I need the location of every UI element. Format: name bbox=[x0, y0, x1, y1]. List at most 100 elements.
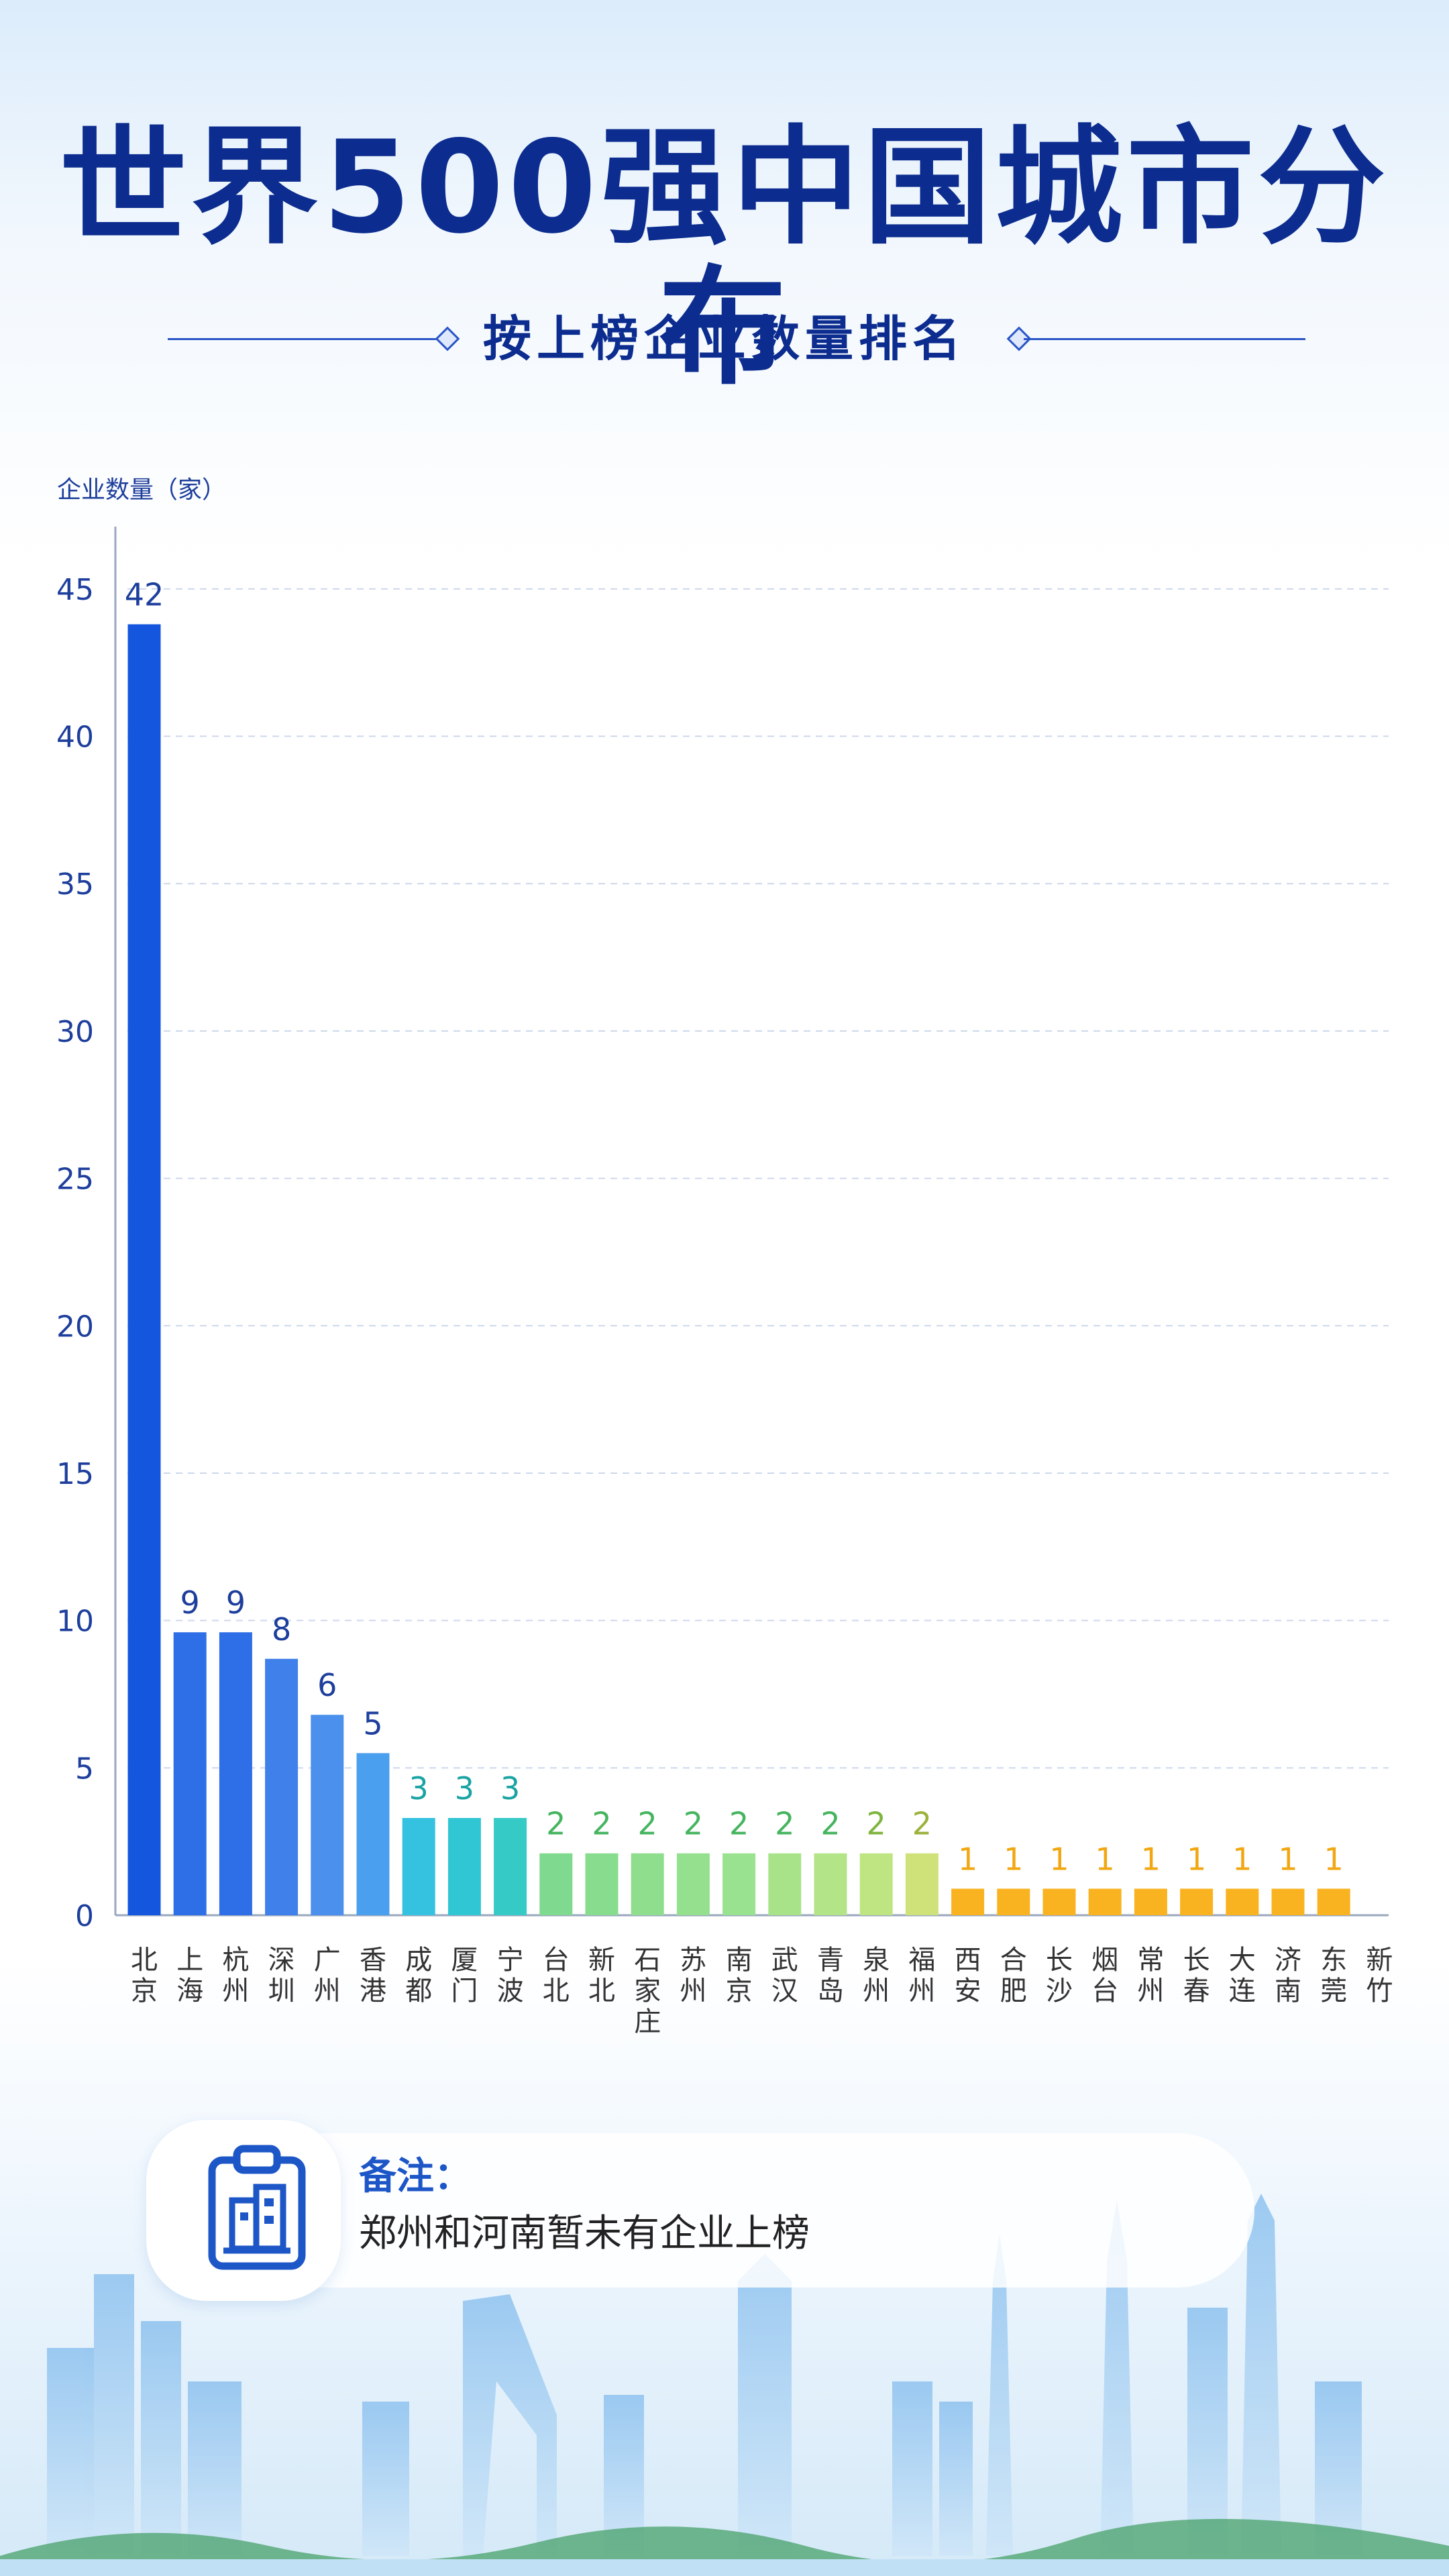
data-label: 2 bbox=[912, 1806, 932, 1842]
x-tick-label: 西安 bbox=[955, 1945, 981, 2006]
x-tick-label: 广州 bbox=[314, 1945, 341, 2006]
bar bbox=[402, 1818, 435, 1915]
y-tick-label: 45 bbox=[56, 573, 94, 607]
y-tick-label: 20 bbox=[56, 1309, 94, 1344]
data-label: 2 bbox=[546, 1806, 566, 1842]
x-tick-label: 东莞 bbox=[1320, 1945, 1347, 2006]
bar bbox=[265, 1658, 299, 1915]
data-label: 1 bbox=[958, 1841, 977, 1877]
bar bbox=[905, 1853, 938, 1915]
bar bbox=[1134, 1888, 1167, 1915]
bar bbox=[127, 624, 161, 1916]
bar bbox=[814, 1853, 847, 1915]
bar bbox=[1042, 1888, 1076, 1915]
y-tick-label: 15 bbox=[56, 1457, 94, 1491]
city-skyline-illustration bbox=[0, 2194, 1449, 2576]
bar bbox=[722, 1853, 756, 1915]
note-title: 备注： bbox=[359, 2155, 472, 2198]
data-label: 5 bbox=[363, 1705, 382, 1741]
data-label: 2 bbox=[592, 1806, 611, 1842]
x-tick-label: 泉州 bbox=[863, 1945, 890, 2006]
chart-subtitle: 按上榜企业数量排名 bbox=[482, 311, 966, 367]
x-tick-label: 苏州 bbox=[680, 1945, 706, 2006]
data-label: 3 bbox=[455, 1770, 474, 1807]
data-label: 2 bbox=[775, 1806, 794, 1842]
x-tick-label: 上海 bbox=[176, 1945, 203, 2006]
bar bbox=[311, 1715, 344, 1915]
y-tick-label: 40 bbox=[56, 720, 94, 755]
bar bbox=[356, 1753, 390, 1915]
bar bbox=[676, 1853, 710, 1915]
subtitle-row: 按上榜企业数量排名 bbox=[0, 305, 1449, 372]
x-tick-label: 济南 bbox=[1275, 1945, 1301, 2006]
y-tick-label: 35 bbox=[56, 867, 94, 902]
data-label: 3 bbox=[409, 1770, 429, 1807]
chart-title: 世界500强中国城市分布 bbox=[59, 113, 1390, 402]
data-label: 9 bbox=[226, 1585, 246, 1621]
data-label: 1 bbox=[1278, 1841, 1297, 1877]
data-label: 2 bbox=[684, 1806, 703, 1842]
y-tick-label: 10 bbox=[56, 1605, 94, 1639]
x-tick-label: 香港 bbox=[360, 1945, 386, 2006]
data-label: 1 bbox=[1095, 1841, 1115, 1877]
x-tick-label: 石家庄 bbox=[634, 1945, 661, 2037]
bar bbox=[997, 1888, 1030, 1915]
data-label: 8 bbox=[272, 1611, 291, 1648]
data-label: 2 bbox=[820, 1806, 840, 1842]
data-label: 2 bbox=[729, 1806, 749, 1842]
x-tick-label: 青岛 bbox=[817, 1945, 844, 2006]
y-tick-label: 25 bbox=[56, 1163, 94, 1197]
x-tick-label: 烟台 bbox=[1091, 1945, 1118, 2006]
x-tick-label: 福州 bbox=[908, 1945, 935, 2006]
y-tick-label: 0 bbox=[75, 1899, 94, 1933]
bar bbox=[1271, 1888, 1305, 1915]
data-label: 42 bbox=[125, 577, 164, 613]
bar bbox=[1226, 1888, 1259, 1915]
bar bbox=[1088, 1888, 1122, 1915]
data-label: 1 bbox=[1004, 1841, 1023, 1877]
data-label: 9 bbox=[180, 1585, 200, 1621]
x-tick-label: 合肥 bbox=[1000, 1945, 1027, 2006]
x-tick-label: 新北 bbox=[588, 1945, 615, 2006]
x-tick-label: 长沙 bbox=[1046, 1945, 1073, 2006]
bar bbox=[585, 1853, 619, 1915]
data-label: 2 bbox=[638, 1806, 657, 1842]
data-label: 1 bbox=[1232, 1841, 1252, 1877]
x-tick-label: 厦门 bbox=[451, 1945, 478, 2006]
x-tick-label: 成都 bbox=[405, 1945, 432, 2006]
y-tick-label: 30 bbox=[56, 1015, 94, 1049]
data-label: 1 bbox=[1187, 1841, 1206, 1877]
data-label: 6 bbox=[317, 1667, 337, 1703]
bar bbox=[494, 1818, 527, 1915]
bar bbox=[539, 1853, 573, 1915]
bar bbox=[173, 1632, 207, 1915]
x-tick-label: 北京 bbox=[131, 1945, 158, 2006]
y-axis-label: 企业数量（家） bbox=[57, 476, 226, 504]
x-tick-label: 台北 bbox=[543, 1945, 570, 2006]
bar bbox=[631, 1853, 664, 1915]
data-label: 1 bbox=[1049, 1841, 1069, 1877]
bar bbox=[1180, 1888, 1214, 1915]
note-text: 郑州和河南暂未有企业上榜 bbox=[359, 2212, 810, 2255]
bar bbox=[1317, 1888, 1350, 1915]
x-tick-label: 宁波 bbox=[497, 1945, 524, 2006]
bar bbox=[859, 1853, 893, 1915]
bar bbox=[447, 1818, 481, 1915]
x-tick-label: 深圳 bbox=[268, 1945, 295, 2006]
x-tick-label: 杭州 bbox=[222, 1945, 249, 2006]
y-tick-label: 5 bbox=[75, 1752, 94, 1786]
bar bbox=[768, 1853, 802, 1915]
x-tick-label: 武汉 bbox=[771, 1945, 798, 2006]
x-tick-label: 新竹 bbox=[1366, 1945, 1393, 2006]
x-tick-label: 大连 bbox=[1229, 1945, 1256, 2006]
bar bbox=[951, 1888, 985, 1915]
data-label: 1 bbox=[1141, 1841, 1161, 1877]
x-tick-label: 南京 bbox=[726, 1945, 753, 2006]
subtitle-left-line bbox=[168, 338, 449, 340]
data-label: 3 bbox=[500, 1770, 520, 1807]
clipboard-building-icon bbox=[208, 2145, 306, 2270]
x-tick-label: 长春 bbox=[1183, 1945, 1210, 2006]
subtitle-right-line bbox=[1024, 338, 1305, 340]
x-tick-label: 常州 bbox=[1137, 1945, 1164, 2006]
